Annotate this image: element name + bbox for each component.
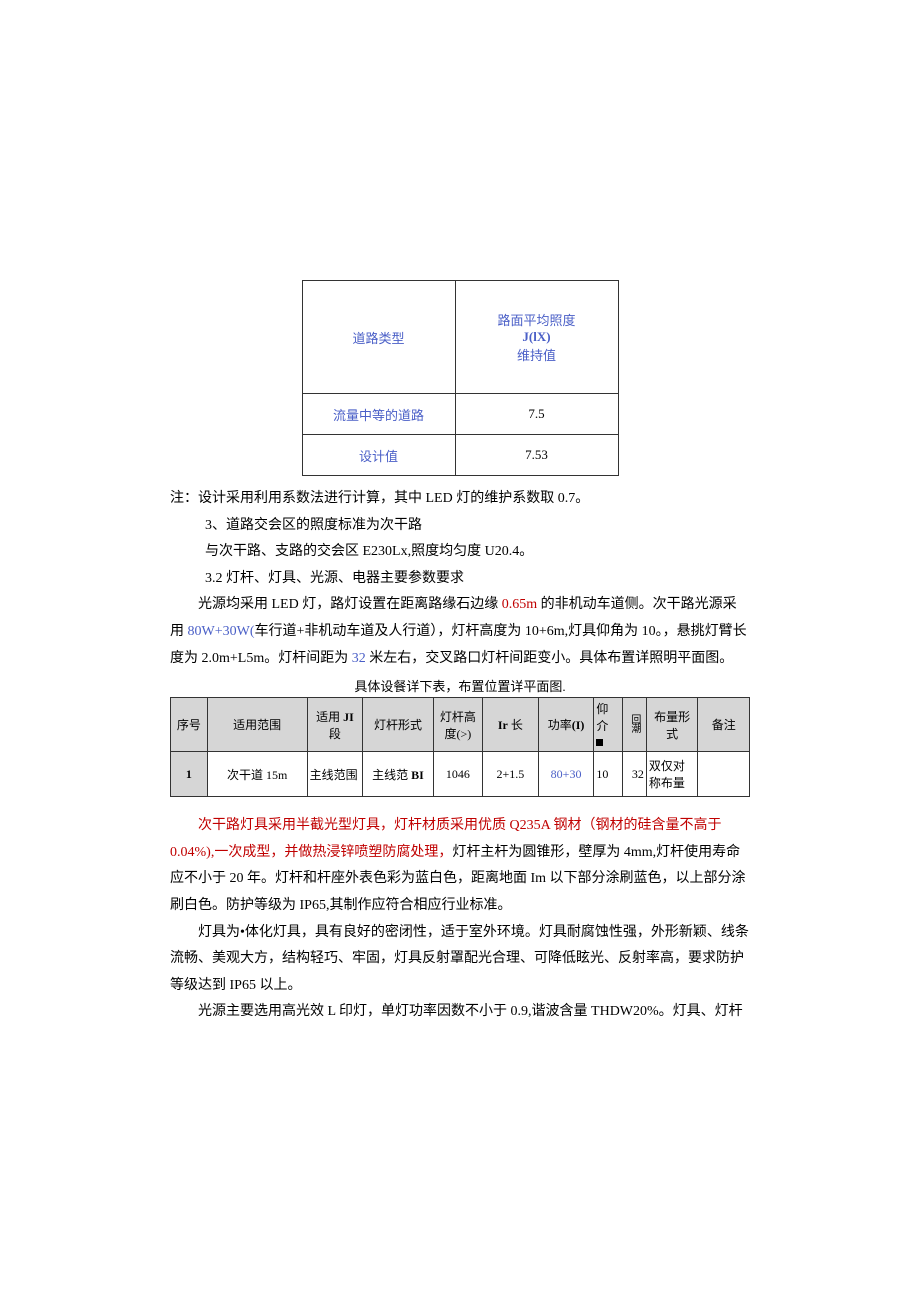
table2-caption: 具体设餐详下表，布置位置详平面图. — [170, 676, 750, 695]
table-row: 流量中等的道路 7.5 — [302, 394, 618, 435]
cell-value-75: 7.5 — [455, 394, 618, 435]
cell-power: 80+30 — [538, 752, 594, 797]
th-power-pre: 功率 — [548, 718, 572, 732]
th-remark: 备注 — [698, 698, 750, 752]
th-road-type: 道路类型 — [302, 281, 455, 394]
th-height-l1: 灯杆高 — [440, 710, 476, 724]
para-a-pre: 光源均采用 LED 灯，路灯设置在距离路缘石边缘 — [198, 597, 502, 612]
th-scope: 适用范围 — [207, 698, 307, 752]
black-square-icon — [596, 739, 603, 746]
cell-scope: 次干道 15m — [207, 752, 307, 797]
section-3-2-title: 3.2 灯杆、灯具、光源、电器主要参数要求 — [170, 566, 750, 593]
th-illuminance: 路面平均照度 J(lX) 维持值 — [455, 281, 618, 394]
cell-remark — [698, 752, 750, 797]
cell-pole-form: 主线范 BI — [363, 752, 433, 797]
line-3: 3、道路交会区的照度标准为次干路 — [170, 513, 750, 540]
th-line3: 维持值 — [517, 348, 556, 363]
cell-pole-pre: 主线范 — [372, 768, 411, 782]
th-ji-pre: 适用 — [316, 710, 343, 724]
cell-design-value: 设计值 — [302, 435, 455, 476]
cell-layout: 双仅对称布量 — [646, 752, 697, 797]
table2-header-row: 序号 适用范围 适用 JI段 灯杆形式 灯杆高度(>) Ir 长 功率(I) 仰… — [171, 698, 750, 752]
table-row: 设计值 7.53 — [302, 435, 618, 476]
cell-height: 1046 — [433, 752, 482, 797]
para-a-blue2: 32 — [352, 651, 366, 666]
paragraph-d: 光源主要选用高光效 L 印灯，单灯功率因数不小于 0.9,谐波含量 THDW20… — [170, 999, 750, 1026]
cell-road-medium: 流量中等的道路 — [302, 394, 455, 435]
th-elevation: 仰介 — [594, 698, 622, 752]
note-text: 注：设计采用利用系数法进行计算，其中 LED 灯的维护系数取 0.7。 — [170, 486, 750, 513]
cell-ir: 2+1.5 — [483, 752, 539, 797]
lamp-spec-table: 序号 适用范围 适用 JI段 灯杆形式 灯杆高度(>) Ir 长 功率(I) 仰… — [170, 697, 750, 797]
th-return: 回潮 — [622, 698, 646, 752]
th-height-l2: 度(>) — [444, 727, 471, 741]
line-3b: 与次干路、支路的交会区 E230Lx,照度均匀度 U20.4。 — [170, 539, 750, 566]
para-a-red1: 0.65m — [502, 597, 537, 612]
table2-data-row: 1 次干道 15m 主线范围 主线范 BI 1046 2+1.5 80+30 1… — [171, 752, 750, 797]
paragraph-a: 光源均采用 LED 灯，路灯设置在距离路缘石边缘 0.65m 的非机动车道侧。次… — [170, 592, 750, 672]
spacer — [170, 797, 750, 813]
cell-ji: 主线范围 — [307, 752, 363, 797]
th-line2: J(lX) — [522, 329, 550, 344]
paragraph-b: 次干路灯具采用半截光型灯具，灯杆材质采用优质 Q235A 钢材（钢材的硅含量不高… — [170, 813, 750, 919]
th-pole-form: 灯杆形式 — [363, 698, 433, 752]
cell-value-753: 7.53 — [455, 435, 618, 476]
th-power: 功率(I) — [538, 698, 594, 752]
para-a-post2: 米左右，交叉路口灯杆间距变小。具体布置详照明平面图。 — [366, 651, 734, 666]
th-return-txt: 回潮 — [627, 714, 642, 732]
para-a-blue1: 80W+30W( — [188, 624, 255, 639]
table-header-row: 道路类型 路面平均照度 J(lX) 维持值 — [302, 281, 618, 394]
th-ir-bold: Ir — [498, 718, 508, 732]
th-power-bold: (I) — [572, 718, 585, 732]
th-seq: 序号 — [171, 698, 208, 752]
th-ir-suf: 长 — [508, 718, 523, 732]
document-page: 道路类型 路面平均照度 J(lX) 维持值 流量中等的道路 7.5 设计值 7.… — [0, 0, 920, 1301]
th-pole-height: 灯杆高度(>) — [433, 698, 482, 752]
paragraph-c: 灯具为•体化灯具，具有良好的密闭性，适于室外环境。灯具耐腐蚀性强，外形新颖、线条… — [170, 920, 750, 1000]
th-ji-suf: 段 — [329, 727, 341, 741]
cell-return: 32 — [622, 752, 646, 797]
cell-elev: 10 — [594, 752, 622, 797]
th-ji-bold: JI — [343, 710, 354, 724]
illuminance-table: 道路类型 路面平均照度 J(lX) 维持值 流量中等的道路 7.5 设计值 7.… — [302, 280, 619, 476]
th-line1: 路面平均照度 — [497, 313, 575, 328]
th-ir-length: Ir 长 — [483, 698, 539, 752]
th-ji-section: 适用 JI段 — [307, 698, 363, 752]
cell-seq: 1 — [171, 752, 208, 797]
cell-pole-bold: BI — [411, 768, 424, 782]
th-layout-form: 布量形式 — [646, 698, 697, 752]
th-elev-txt: 仰介 — [596, 702, 608, 733]
